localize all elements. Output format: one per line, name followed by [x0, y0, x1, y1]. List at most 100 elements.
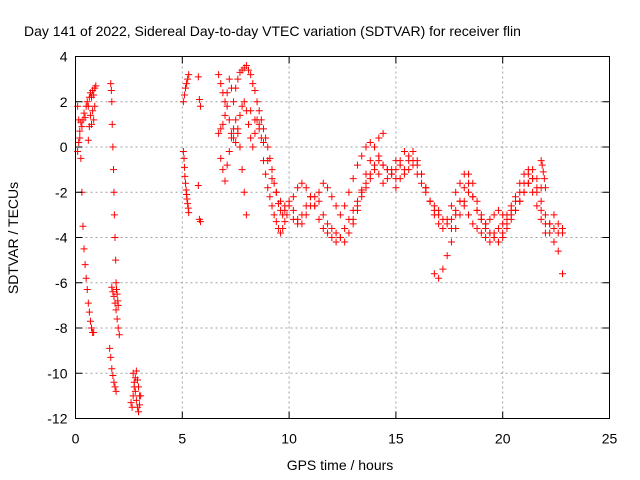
data-point [137, 392, 145, 400]
data-point [83, 98, 91, 106]
data-point [194, 73, 202, 81]
data-point [392, 157, 400, 165]
data-point [418, 170, 426, 178]
data-point [112, 279, 120, 287]
data-point [81, 261, 89, 269]
data-point [277, 229, 285, 237]
data-point [559, 224, 567, 232]
data-point [223, 89, 231, 97]
data-point [257, 134, 265, 142]
x-tick-label: 15 [388, 431, 404, 447]
chart-title: Day 141 of 2022, Sidereal Day-to-day VTE… [24, 23, 521, 39]
data-point [225, 116, 233, 124]
series-arc-w [537, 157, 549, 192]
series-arc-k [194, 73, 204, 110]
data-point [230, 98, 238, 106]
data-point [486, 215, 494, 223]
data-point [319, 224, 327, 232]
data-point [179, 98, 187, 106]
data-point [247, 107, 255, 115]
data-point [107, 86, 115, 94]
data-point [289, 206, 297, 214]
data-point [465, 170, 473, 178]
data-point [75, 138, 83, 146]
data-point [482, 234, 490, 241]
data-point [234, 129, 242, 137]
data-point [499, 229, 507, 237]
data-point [306, 193, 314, 201]
data-point [185, 71, 193, 79]
data-point [439, 265, 447, 273]
data-point [362, 184, 370, 192]
series-arc-t [392, 148, 567, 246]
data-point [106, 344, 114, 352]
data-point [353, 161, 361, 169]
data-point [113, 286, 121, 294]
data-point [179, 148, 187, 156]
data-point [236, 143, 244, 151]
data-point [324, 184, 332, 192]
data-point [332, 238, 340, 246]
data-point [315, 215, 323, 223]
data-point [247, 134, 255, 142]
data-point [108, 283, 116, 291]
data-point [366, 157, 374, 165]
data-point [349, 220, 357, 228]
data-points [74, 62, 567, 416]
data-point [110, 378, 118, 386]
data-point [358, 193, 366, 201]
data-point [238, 166, 246, 174]
data-point [236, 111, 244, 119]
data-point [184, 75, 192, 83]
data-point [217, 125, 225, 133]
data-point [110, 188, 118, 196]
data-point [81, 114, 89, 122]
data-point [469, 193, 477, 201]
y-tick-label: -10 [47, 365, 67, 381]
data-point [223, 102, 231, 110]
data-point [469, 179, 477, 187]
data-point [298, 179, 306, 187]
data-point [465, 211, 473, 219]
data-point [115, 331, 123, 339]
data-point [88, 324, 96, 332]
data-point [358, 152, 366, 160]
data-point [242, 211, 250, 219]
data-point [537, 197, 545, 205]
data-point [456, 179, 464, 187]
data-point [482, 220, 490, 228]
data-point [328, 224, 336, 232]
data-point [396, 175, 404, 183]
data-point [328, 193, 336, 201]
data-point [232, 116, 240, 124]
data-point [452, 188, 460, 196]
y-axis-label: SDTVAR / TECUs [5, 182, 21, 294]
data-point [435, 274, 443, 282]
data-point [196, 102, 204, 110]
data-point [539, 168, 547, 176]
data-point [281, 218, 289, 226]
data-point [107, 80, 115, 88]
data-point [111, 299, 119, 307]
data-point [268, 202, 276, 210]
data-point [550, 211, 558, 219]
data-point [473, 206, 481, 214]
data-point [315, 188, 323, 196]
data-point [439, 224, 447, 232]
data-point [110, 211, 118, 219]
data-point [80, 245, 88, 253]
data-point [379, 179, 387, 187]
data-point [110, 292, 118, 300]
series-arc-s [349, 157, 567, 278]
data-point [86, 111, 94, 119]
data-point [465, 188, 473, 196]
data-point [180, 163, 188, 171]
data-point [136, 401, 144, 409]
data-point [112, 387, 120, 395]
data-point [180, 91, 188, 99]
data-point [215, 71, 223, 79]
data-point [264, 157, 272, 165]
data-point [371, 143, 379, 151]
data-point [91, 102, 99, 110]
data-point [477, 211, 485, 219]
